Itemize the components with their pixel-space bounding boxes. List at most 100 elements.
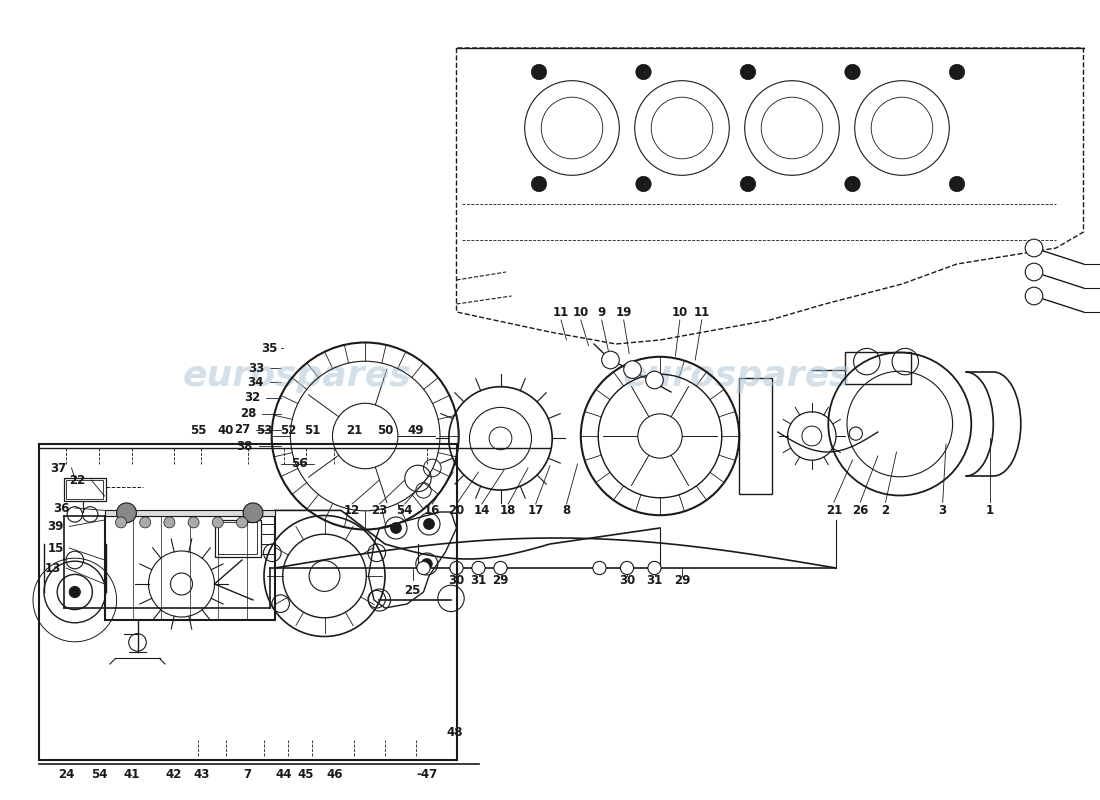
Text: 42: 42 bbox=[166, 768, 182, 781]
Circle shape bbox=[624, 361, 641, 378]
Bar bbox=[104, 510, 275, 516]
Text: 29: 29 bbox=[493, 574, 508, 586]
Text: 48: 48 bbox=[447, 726, 462, 738]
Text: 37: 37 bbox=[50, 462, 66, 474]
Text: 43: 43 bbox=[194, 768, 209, 781]
Circle shape bbox=[620, 562, 634, 574]
Text: 15: 15 bbox=[47, 542, 64, 554]
Text: 30: 30 bbox=[619, 574, 635, 586]
Circle shape bbox=[636, 176, 651, 192]
Circle shape bbox=[472, 562, 485, 574]
Circle shape bbox=[638, 414, 682, 458]
Text: 23: 23 bbox=[372, 504, 387, 517]
Text: 25: 25 bbox=[405, 584, 420, 597]
Text: 33: 33 bbox=[248, 362, 264, 374]
Circle shape bbox=[531, 176, 547, 192]
Circle shape bbox=[69, 586, 80, 598]
Circle shape bbox=[593, 562, 606, 574]
Text: 14: 14 bbox=[474, 504, 490, 517]
Circle shape bbox=[188, 517, 199, 528]
Bar bbox=[214, 520, 261, 557]
Circle shape bbox=[648, 562, 661, 574]
Text: 28: 28 bbox=[240, 407, 256, 420]
Text: 40: 40 bbox=[218, 424, 233, 437]
Text: 1: 1 bbox=[986, 504, 994, 517]
Text: 27: 27 bbox=[234, 423, 251, 436]
Circle shape bbox=[390, 522, 402, 534]
Text: 9: 9 bbox=[597, 306, 606, 318]
Circle shape bbox=[243, 503, 263, 522]
Bar bbox=[739, 378, 772, 494]
Bar bbox=[845, 352, 911, 384]
Circle shape bbox=[424, 518, 434, 530]
Text: 24: 24 bbox=[58, 768, 74, 781]
Circle shape bbox=[494, 562, 507, 574]
Text: 26: 26 bbox=[852, 504, 868, 517]
Circle shape bbox=[1025, 287, 1043, 305]
Text: 45: 45 bbox=[297, 768, 315, 781]
Text: 55: 55 bbox=[189, 424, 207, 437]
Text: 21: 21 bbox=[346, 424, 362, 437]
Circle shape bbox=[949, 64, 965, 80]
Text: 18: 18 bbox=[500, 504, 516, 517]
Text: 22: 22 bbox=[69, 474, 86, 486]
Text: 54: 54 bbox=[396, 504, 414, 517]
Circle shape bbox=[740, 64, 756, 80]
Circle shape bbox=[740, 176, 756, 192]
Text: 51: 51 bbox=[305, 424, 320, 437]
Circle shape bbox=[236, 517, 248, 528]
Text: 13: 13 bbox=[44, 562, 60, 574]
Text: 54: 54 bbox=[90, 768, 108, 781]
Text: 3: 3 bbox=[938, 504, 947, 517]
Text: 56: 56 bbox=[292, 458, 308, 470]
Text: 49: 49 bbox=[407, 424, 425, 437]
Text: 19: 19 bbox=[616, 306, 631, 318]
Text: 16: 16 bbox=[425, 504, 440, 517]
Text: eurospares: eurospares bbox=[183, 359, 411, 393]
Circle shape bbox=[646, 371, 663, 389]
Circle shape bbox=[949, 176, 965, 192]
Text: 39: 39 bbox=[47, 520, 64, 533]
Circle shape bbox=[421, 558, 432, 570]
Text: 35: 35 bbox=[261, 342, 277, 354]
Circle shape bbox=[845, 64, 860, 80]
Text: eurospares: eurospares bbox=[623, 359, 851, 393]
Text: 52: 52 bbox=[280, 424, 296, 437]
Text: 11: 11 bbox=[553, 306, 569, 318]
Text: 46: 46 bbox=[326, 768, 343, 781]
Text: 31: 31 bbox=[471, 574, 486, 586]
Text: 20: 20 bbox=[449, 504, 464, 517]
Text: -47: -47 bbox=[416, 768, 438, 781]
Text: 17: 17 bbox=[528, 504, 543, 517]
Text: 53: 53 bbox=[256, 424, 272, 437]
Text: 10: 10 bbox=[672, 306, 688, 318]
Bar bbox=[66, 480, 103, 499]
Circle shape bbox=[116, 517, 127, 528]
Circle shape bbox=[117, 503, 136, 522]
Text: 50: 50 bbox=[377, 424, 393, 437]
Text: 7: 7 bbox=[243, 768, 252, 781]
Circle shape bbox=[531, 64, 547, 80]
Text: 32: 32 bbox=[244, 391, 261, 404]
Bar bbox=[104, 516, 275, 620]
Text: 12: 12 bbox=[344, 504, 360, 517]
Circle shape bbox=[845, 176, 860, 192]
Text: 36: 36 bbox=[53, 502, 69, 514]
Circle shape bbox=[450, 562, 463, 574]
Circle shape bbox=[212, 517, 223, 528]
Circle shape bbox=[1025, 263, 1043, 281]
Text: 29: 29 bbox=[674, 574, 690, 586]
Circle shape bbox=[140, 517, 151, 528]
Text: 38: 38 bbox=[236, 440, 253, 453]
Bar bbox=[39, 444, 456, 760]
Text: 30: 30 bbox=[449, 574, 464, 586]
Bar bbox=[64, 478, 106, 501]
Text: 34: 34 bbox=[248, 376, 264, 389]
Text: 21: 21 bbox=[826, 504, 842, 517]
Text: 10: 10 bbox=[573, 306, 588, 318]
Circle shape bbox=[164, 517, 175, 528]
Circle shape bbox=[1025, 239, 1043, 257]
Text: 11: 11 bbox=[694, 306, 710, 318]
Circle shape bbox=[602, 351, 619, 369]
Text: 8: 8 bbox=[562, 504, 571, 517]
